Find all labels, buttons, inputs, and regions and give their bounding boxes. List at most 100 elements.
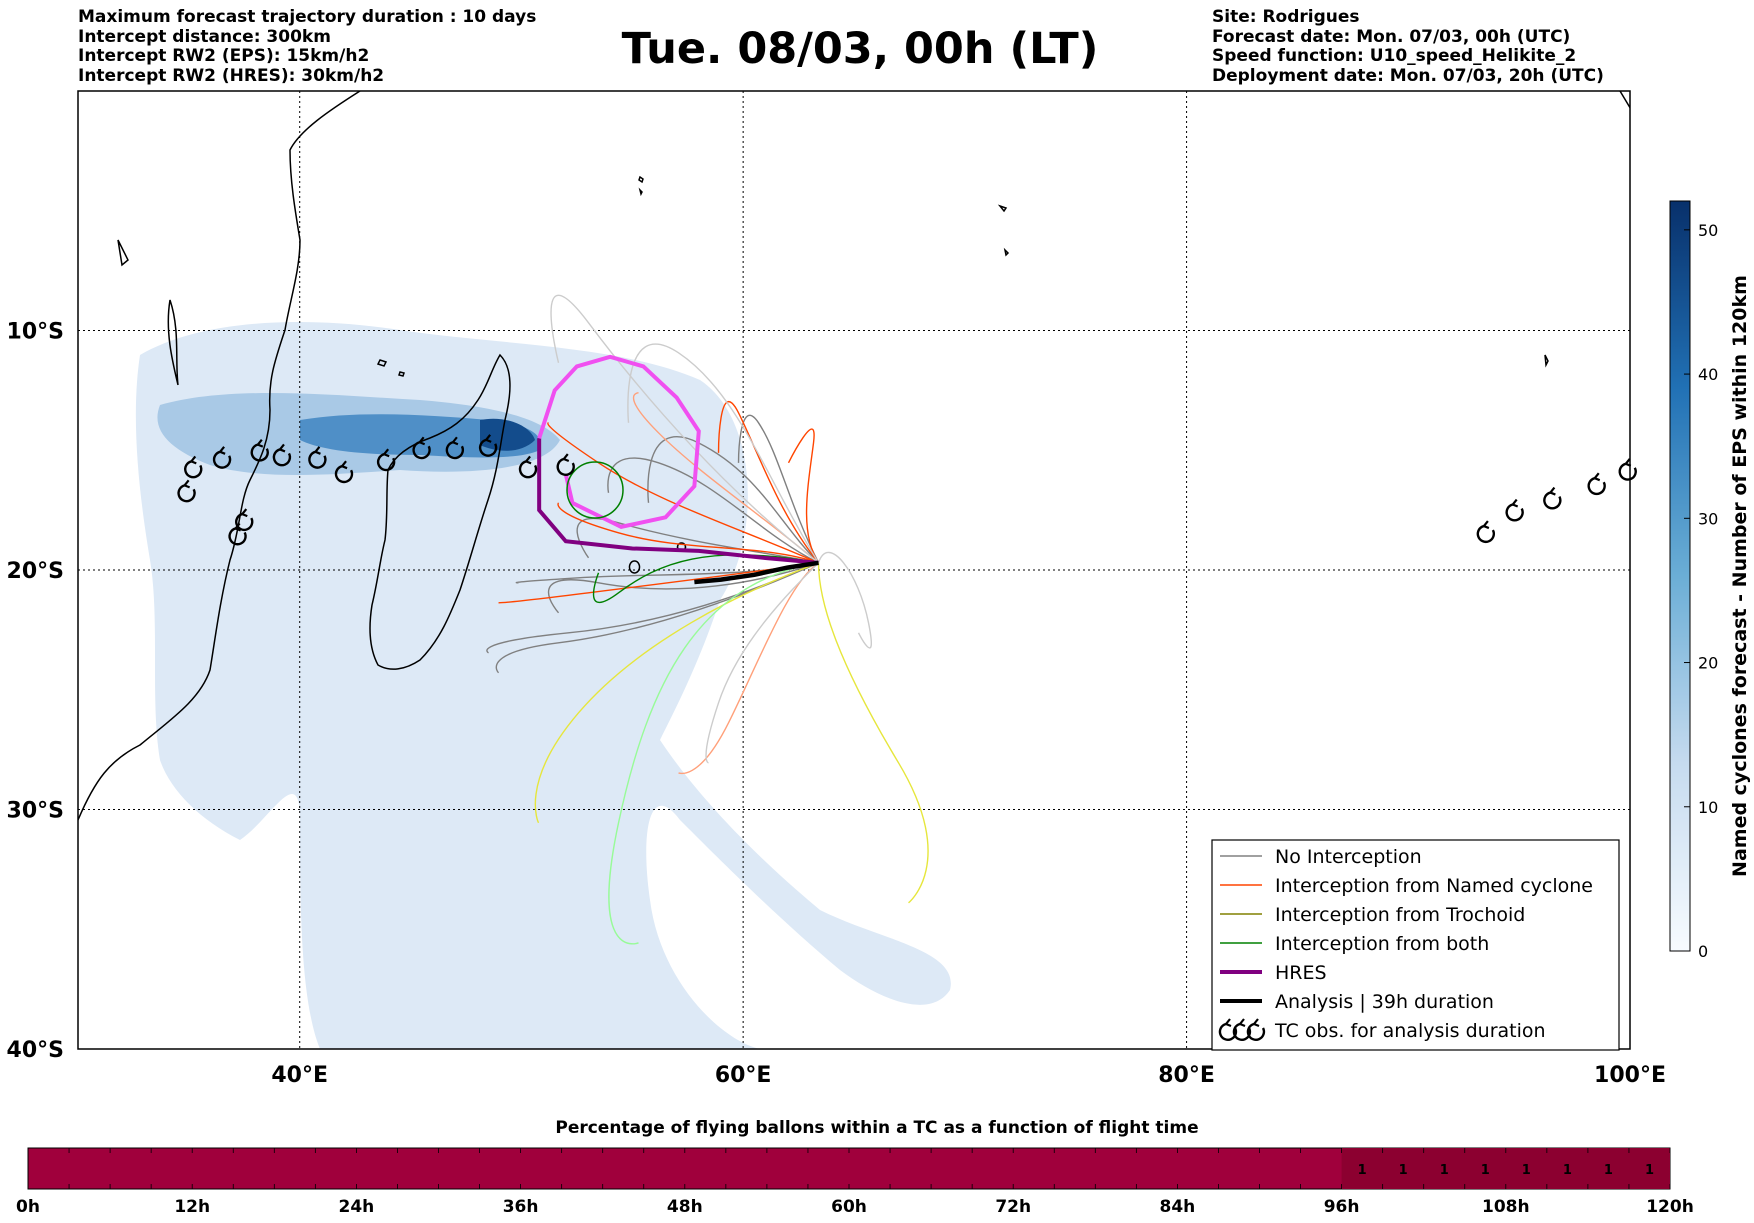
tc-tail xyxy=(1253,1018,1260,1028)
colorbar-tick-label: 30 xyxy=(1698,509,1718,528)
maldives-coast xyxy=(1544,91,1630,368)
tc-obs-icon xyxy=(1543,486,1562,510)
tc-arc xyxy=(478,438,498,457)
colorbar-tick-label: 20 xyxy=(1698,654,1718,673)
flight-hour-label: 36h xyxy=(503,1197,539,1217)
longitude-label: 80°E xyxy=(1158,1063,1215,1088)
ensemble-trajectory xyxy=(737,414,820,564)
flight-hour-label: 84h xyxy=(1160,1197,1196,1217)
flight-hour-label: 0h xyxy=(16,1197,40,1217)
tc-arc xyxy=(1218,1022,1238,1041)
ensemble-trajectory xyxy=(627,343,820,564)
ensemble-trajectory xyxy=(534,562,819,824)
tc-tail xyxy=(1239,1018,1246,1028)
header-line: Site: Rodrigues xyxy=(1212,7,1360,27)
tc-arc xyxy=(250,443,269,462)
longitude-label: 60°E xyxy=(715,1063,772,1088)
mauritius-coast xyxy=(628,560,641,574)
eps-density-field xyxy=(135,322,951,1049)
density-light-area xyxy=(135,322,951,1049)
latitude-label: 10°S xyxy=(7,320,64,345)
tc-arc xyxy=(272,448,292,467)
tc-tail xyxy=(383,448,390,458)
tc-obs-icon xyxy=(445,436,465,460)
tc-arc xyxy=(1505,503,1524,522)
tc-arc xyxy=(1476,524,1495,544)
tc-tail xyxy=(1483,520,1490,530)
tc-obs-icon xyxy=(250,438,269,462)
flight-hour-label: 96h xyxy=(1324,1197,1360,1217)
longitude-label: 40°E xyxy=(271,1063,328,1088)
header-line: Intercept distance: 300km xyxy=(78,26,331,47)
flight-cell-value: 1 xyxy=(1481,1163,1490,1178)
flight-cell-value: 1 xyxy=(1358,1163,1367,1178)
colorbar-scale xyxy=(1669,200,1691,952)
colorbar-tick-label: 50 xyxy=(1698,221,1718,240)
tc-arc xyxy=(1543,491,1562,510)
tc-obs-icon xyxy=(1618,458,1637,481)
hres-loop-track xyxy=(537,354,701,529)
tc-tail xyxy=(1549,486,1556,496)
tc-tail xyxy=(279,443,286,453)
legend-label: No Interception xyxy=(1275,846,1422,868)
tc-obs-icon xyxy=(412,436,431,460)
legend-label: TC obs. for analysis duration xyxy=(1274,1020,1546,1042)
ensemble-trajectory xyxy=(547,562,819,614)
ensemble-trajectory xyxy=(817,562,929,904)
tc-obs-icon xyxy=(478,434,498,457)
tc-arc xyxy=(556,457,575,476)
tc-obs-icon xyxy=(1476,520,1495,544)
tc-obs-icon xyxy=(1246,1018,1266,1041)
header-line: Forecast date: Mon. 07/03, 00h (UTC) xyxy=(1212,26,1571,47)
colorbar-tick-label: 0 xyxy=(1698,942,1708,961)
hres-track xyxy=(537,438,819,565)
tc-tail xyxy=(1624,458,1632,467)
tc-obs-icon xyxy=(272,443,292,467)
legend-label: Interception from Trochoid xyxy=(1275,904,1525,926)
tc-obs-icon xyxy=(1218,1018,1238,1041)
density-core-area xyxy=(480,418,535,451)
colorbar-tick-label: 40 xyxy=(1698,365,1718,384)
colorbar-tick-label: 10 xyxy=(1698,798,1718,817)
seychelles-coast xyxy=(638,175,1010,257)
analysis-track xyxy=(694,560,819,585)
legend-label: Interception from both xyxy=(1275,933,1489,955)
tc-arc xyxy=(212,450,232,469)
legend-label: Analysis | 39h duration xyxy=(1275,991,1494,1013)
latitude-label: 30°S xyxy=(7,799,64,824)
ensemble-trajectory xyxy=(557,502,819,564)
tc-arc xyxy=(184,460,203,479)
axis-labels: 40°E 60°E 80°E 100°E 10°S 20°S 30°S 40°S xyxy=(7,320,1666,1089)
header-left: Maximum forecast trajectory duration : 1… xyxy=(78,7,537,86)
latitude-label: 40°S xyxy=(7,1038,64,1063)
latitude-label: 20°S xyxy=(7,559,64,584)
flight-hour-label: 120h xyxy=(1646,1197,1694,1217)
ensemble-trajectory xyxy=(717,401,820,564)
ensemble-trajectory xyxy=(550,294,819,564)
colorbar-title: Named cyclones forecast - Number of EPS … xyxy=(1729,275,1751,877)
tc-obs-icon xyxy=(235,508,254,532)
header-line: Maximum forecast trajectory duration : 1… xyxy=(78,7,537,27)
tc-arc xyxy=(235,512,254,532)
tc-obs-icon xyxy=(1505,498,1524,522)
header-right: Site: Rodrigues Forecast date: Mon. 07/0… xyxy=(1212,7,1604,86)
ensemble-trajectory xyxy=(608,562,819,945)
tc-obs-icon xyxy=(184,455,203,479)
tc-observations xyxy=(177,434,1637,546)
flight-hour-label: 72h xyxy=(995,1197,1031,1217)
colorbar: Named cyclones forecast - Number of EPS … xyxy=(1669,200,1751,961)
tc-arc xyxy=(376,453,396,472)
comoros-coast xyxy=(376,359,405,377)
tc-tail xyxy=(452,436,459,446)
flight-hour-label: 108h xyxy=(1482,1197,1530,1217)
tc-tail xyxy=(234,522,242,532)
ensemble-trajectory xyxy=(787,428,820,564)
tc-arc xyxy=(308,450,327,469)
tc-tail xyxy=(418,436,426,446)
ensemble-trajectory xyxy=(705,562,820,764)
tc-obs-icon xyxy=(1587,472,1606,496)
tc-tail xyxy=(183,479,191,489)
flight-cell-value: 1 xyxy=(1440,1163,1449,1178)
lakes-coast xyxy=(117,239,179,386)
